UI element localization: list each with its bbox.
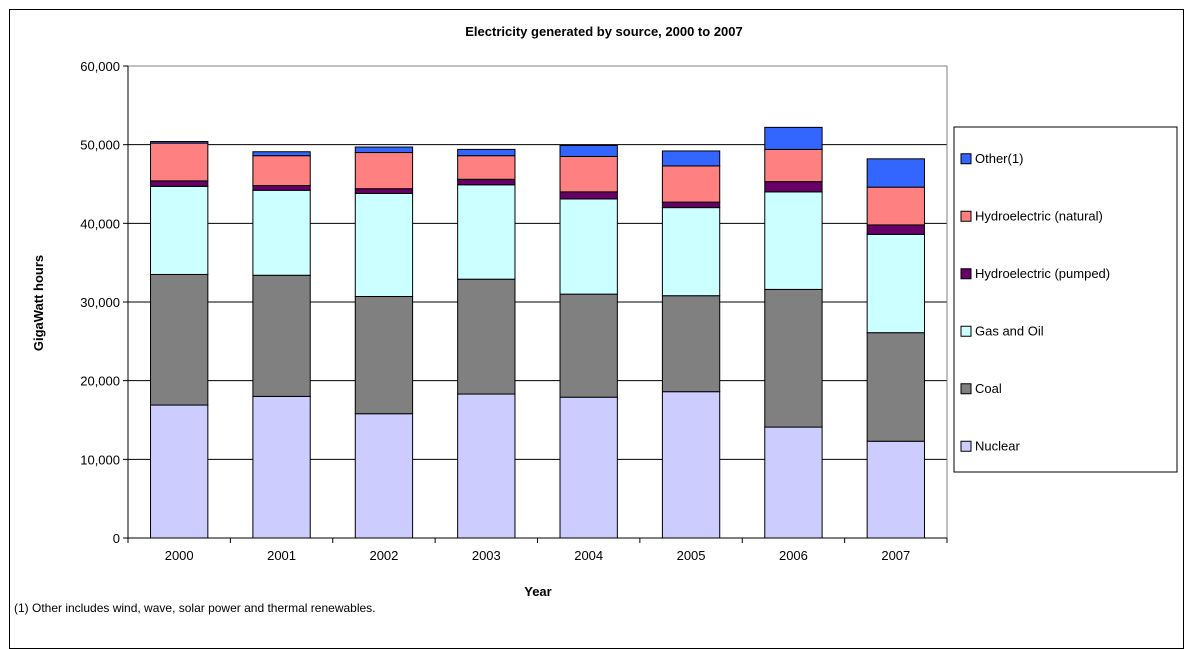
x-tick-label: 2007 xyxy=(881,548,910,563)
bar-segment-gas-and-oil-2002 xyxy=(354,192,414,297)
bar-segment-nuclear-2007 xyxy=(866,440,925,539)
bar-segment-hydroelectric-natural--2004 xyxy=(559,155,618,193)
y-axis-title: GigaWatt hours xyxy=(31,255,46,351)
bar-segment-coal-2002 xyxy=(354,295,414,415)
x-axis-title: Year xyxy=(524,584,551,599)
plot-area xyxy=(127,65,948,539)
bar-segment-hydroelectric-natural--2000 xyxy=(150,142,209,182)
y-tick-label: 40,000 xyxy=(80,216,120,231)
bar-segment-hydroelectric-pumped--2005 xyxy=(661,201,721,209)
y-tick-label: 60,000 xyxy=(80,59,120,74)
bar-segment-hydroelectric-natural--2001 xyxy=(252,155,311,187)
bar-segment-coal-2000 xyxy=(150,273,209,406)
x-tick-label: 2001 xyxy=(267,548,296,563)
x-tick-label: 2002 xyxy=(369,548,398,563)
bar-segment-hydroelectric-pumped--2006 xyxy=(764,181,823,193)
bar-segment-nuclear-2000 xyxy=(150,404,209,539)
bar-segment-gas-and-oil-2004 xyxy=(559,198,618,295)
bar-segment-hydroelectric-pumped--2001 xyxy=(252,185,311,191)
bar-segment-other-1--2003 xyxy=(457,148,516,157)
bar-segment-hydroelectric-pumped--2002 xyxy=(354,188,414,194)
legend-swatch xyxy=(960,440,972,452)
bar-segment-hydroelectric-pumped--2004 xyxy=(559,191,618,200)
bar-segment-hydroelectric-natural--2003 xyxy=(457,155,516,180)
bar-segment-hydroelectric-natural--2002 xyxy=(354,152,414,190)
x-tick-label: 2006 xyxy=(779,548,808,563)
x-tick-label: 2003 xyxy=(472,548,501,563)
bar-segment-coal-2003 xyxy=(457,278,516,395)
bar-segment-nuclear-2001 xyxy=(252,395,311,539)
bar-segment-hydroelectric-natural--2007 xyxy=(866,186,925,226)
chart: Electricity generated by source, 2000 to… xyxy=(14,24,1178,615)
bar-segment-nuclear-2006 xyxy=(764,426,823,539)
legend-label: Hydroelectric (natural) xyxy=(975,208,1103,223)
bar-segment-coal-2005 xyxy=(661,295,721,393)
bar-segment-other-1--2005 xyxy=(661,150,721,167)
x-axis: 2000 2001 2002 2003 2004 2005 2006 2007 xyxy=(127,537,948,563)
bar-segment-nuclear-2003 xyxy=(457,393,516,539)
bar-segment-hydroelectric-pumped--2000 xyxy=(150,180,209,187)
y-tick-label: 30,000 xyxy=(80,295,120,310)
legend-swatch xyxy=(960,210,972,222)
y-tick-label: 50,000 xyxy=(80,138,120,153)
bar-segment-hydroelectric-natural--2005 xyxy=(661,165,721,203)
bar-segment-gas-and-oil-2001 xyxy=(252,189,311,276)
x-tick-label: 2004 xyxy=(574,548,603,563)
bar-segment-nuclear-2005 xyxy=(661,391,721,539)
bar-segment-gas-and-oil-2005 xyxy=(661,207,721,297)
legend-label: Nuclear xyxy=(975,438,1020,453)
bar-segment-hydroelectric-pumped--2007 xyxy=(866,224,925,235)
bar-segment-coal-2007 xyxy=(866,332,925,442)
y-tick-label: 10,000 xyxy=(80,452,120,467)
legend-label: Coal xyxy=(975,381,1002,396)
legend: Other(1) Hydroelectric (natural) Hydroelec… xyxy=(953,126,1178,473)
bar-segment-coal-2001 xyxy=(252,274,311,397)
footnote: (1) Other includes wind, wave, solar pow… xyxy=(14,601,376,615)
bar-segment-coal-2004 xyxy=(559,293,618,398)
bar-segment-other-1--2002 xyxy=(354,146,414,154)
bar-segment-nuclear-2002 xyxy=(354,413,414,539)
bar-segment-other-1--2000 xyxy=(150,141,209,144)
y-axis: 0 10,000 20,000 30,000 40,000 50,000 60,000 xyxy=(80,59,129,546)
bar-segment-gas-and-oil-2000 xyxy=(150,185,209,275)
x-tick-label: 2000 xyxy=(165,548,194,563)
legend-swatch xyxy=(960,153,972,165)
bar-segment-nuclear-2004 xyxy=(559,396,618,539)
y-tick-label: 0 xyxy=(113,531,120,546)
legend-box xyxy=(953,126,1178,473)
y-tick-label: 20,000 xyxy=(80,374,120,389)
bar-segment-coal-2006 xyxy=(764,288,823,428)
bar-segment-other-1--2007 xyxy=(866,158,925,188)
legend-label: Gas and Oil xyxy=(975,323,1044,338)
bar-segment-gas-and-oil-2007 xyxy=(866,233,925,334)
legend-label: Other(1) xyxy=(975,151,1023,166)
bar-segment-hydroelectric-natural--2006 xyxy=(764,148,823,183)
bar-segment-hydroelectric-pumped--2003 xyxy=(457,178,516,186)
legend-swatch xyxy=(960,325,972,337)
legend-swatch xyxy=(960,383,972,395)
chart-frame: Electricity generated by source, 2000 to… xyxy=(9,9,1184,649)
legend-swatch xyxy=(960,268,972,280)
bar-segment-other-1--2001 xyxy=(252,151,311,157)
bar-segment-gas-and-oil-2003 xyxy=(457,184,516,280)
bar-segment-other-1--2006 xyxy=(764,126,823,150)
chart-title: Electricity generated by source, 2000 to… xyxy=(465,24,742,39)
legend-label: Hydroelectric (pumped) xyxy=(975,266,1110,281)
bar-segment-gas-and-oil-2006 xyxy=(764,191,823,290)
bar-segment-other-1--2004 xyxy=(559,144,618,157)
x-tick-label: 2005 xyxy=(677,548,706,563)
